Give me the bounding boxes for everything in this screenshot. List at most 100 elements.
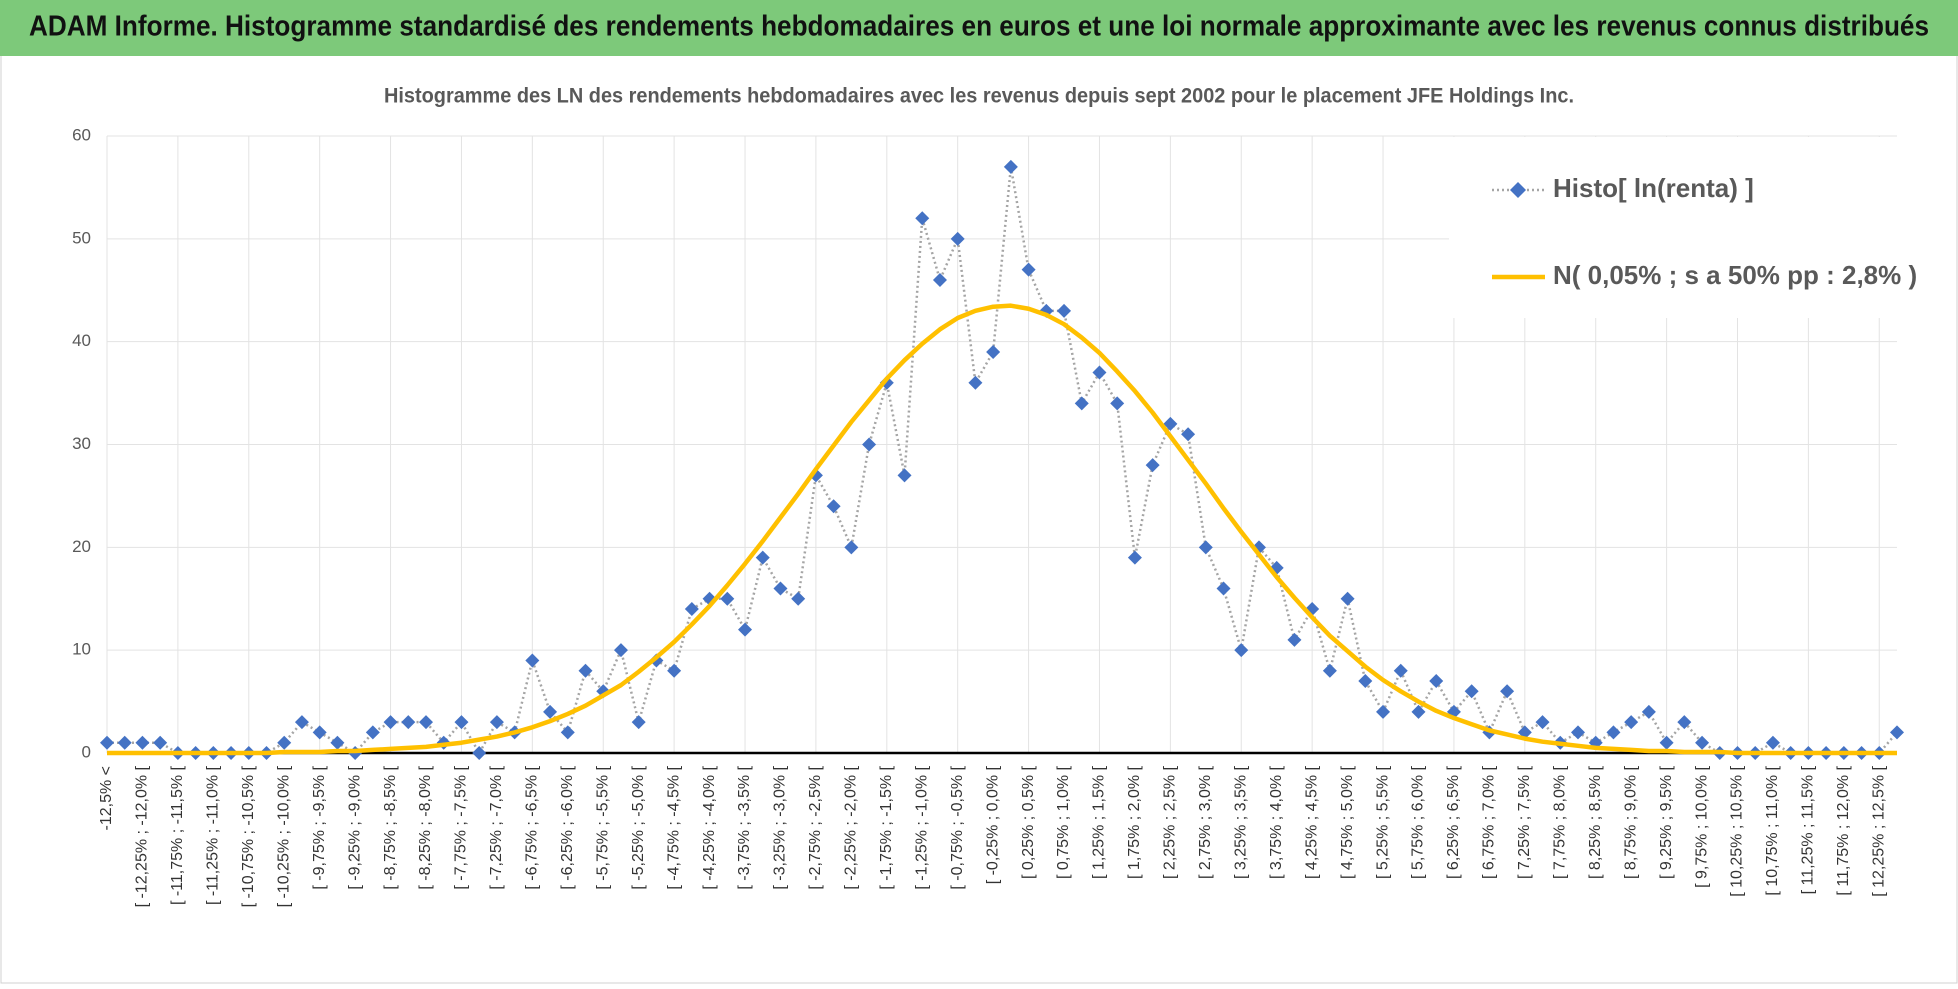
x-tick-label: [ -7,25% ; -7,0% [ — [488, 765, 505, 889]
y-tick-label: 50 — [72, 228, 91, 247]
data-point — [1145, 458, 1160, 473]
x-tick-label: [ -10,25% ; -10,0% [ — [275, 765, 292, 907]
data-point — [1659, 735, 1674, 750]
data-point — [667, 663, 682, 678]
data-point — [153, 735, 168, 750]
x-tick-label: [ -0,25% ; 0,0% [ — [984, 765, 1001, 884]
x-tick-label: [ 2,25% ; 2,5% [ — [1162, 765, 1179, 879]
data-point — [1641, 704, 1656, 719]
data-point — [826, 499, 841, 514]
y-tick-label: 20 — [72, 537, 91, 556]
data-point — [1198, 540, 1213, 555]
x-tick-label: [ -9,75% ; -9,5% [ — [311, 765, 328, 889]
data-point — [135, 735, 150, 750]
data-point — [560, 725, 575, 740]
data-point — [401, 715, 416, 730]
x-tick-label: [ 11,25% ; 11,5% [ — [1800, 765, 1817, 894]
data-point — [1092, 365, 1107, 380]
data-point — [1500, 684, 1515, 699]
data-point — [738, 622, 753, 637]
x-tick-label: [ -12,25% ; -12,0% [ — [134, 765, 151, 907]
x-tick-label: [ -0,75% ; -0,5% [ — [949, 765, 966, 889]
x-tick-label: [ -5,25% ; -5,0% [ — [630, 765, 647, 889]
legend-marker — [1510, 182, 1526, 198]
data-point — [1606, 725, 1621, 740]
x-tick-label: [ -8,75% ; -8,5% [ — [382, 765, 399, 889]
data-point — [543, 704, 558, 719]
data-point — [1127, 550, 1142, 565]
data-point — [1376, 704, 1391, 719]
data-point — [1765, 735, 1780, 750]
x-tick-label: [ 6,25% ; 6,5% [ — [1445, 765, 1462, 879]
data-point — [915, 211, 930, 226]
data-point — [472, 746, 487, 760]
x-tick-label: [ -3,25% ; -3,0% [ — [772, 765, 789, 889]
data-point — [986, 344, 1001, 359]
x-tick-label: [ 9,75% ; 10,0% [ — [1693, 765, 1710, 887]
legend-label: N( 0,05% ; s a 50% pp : 2,8% ) — [1553, 260, 1917, 290]
x-tick-label: [ -2,25% ; -2,0% [ — [843, 765, 860, 889]
x-tick-label: [ -11,25% ; -11,0% [ — [205, 765, 222, 905]
data-point — [1181, 427, 1196, 442]
data-point — [720, 591, 735, 606]
x-tick-label: [ -10,75% ; -10,5% [ — [240, 765, 257, 907]
header-bar — [0, 0, 1958, 56]
x-tick-label: [ 4,75% ; 5,0% [ — [1339, 765, 1356, 879]
header-title: ADAM Informe. Histogramme standardisé de… — [29, 11, 1929, 43]
x-tick-label: [ -6,75% ; -6,5% [ — [524, 765, 541, 889]
data-point — [950, 231, 965, 246]
data-point — [330, 735, 345, 750]
y-tick-label: 0 — [82, 742, 91, 761]
x-tick-label: [ 3,25% ; 3,5% [ — [1232, 765, 1249, 879]
x-tick-label: [ 7,25% ; 7,5% [ — [1516, 765, 1533, 879]
x-tick-label: [ 3,75% ; 4,0% [ — [1268, 765, 1285, 879]
data-point — [1216, 581, 1231, 596]
x-tick-label: [ 6,75% ; 7,0% [ — [1481, 765, 1498, 879]
data-point — [1074, 396, 1089, 411]
data-point — [1110, 396, 1125, 411]
x-tick-label: [ -5,75% ; -5,5% [ — [594, 765, 611, 889]
x-tick-label: [ 1,25% ; 1,5% [ — [1091, 765, 1108, 879]
x-tick-label: [ 1,75% ; 2,0% [ — [1126, 765, 1143, 879]
x-tick-label: [ -2,75% ; -2,5% [ — [807, 765, 824, 889]
x-tick-label: [ 9,25% ; 9,5% [ — [1658, 765, 1675, 879]
data-point — [100, 735, 114, 750]
x-tick-label: [ 4,25% ; 4,5% [ — [1303, 765, 1320, 879]
data-point — [525, 653, 540, 668]
data-point — [277, 735, 292, 750]
data-point — [1358, 674, 1373, 689]
data-point — [1570, 725, 1585, 740]
x-tick-label: [ -8,25% ; -8,0% [ — [417, 765, 434, 889]
x-tick-label: -12,5% < — [98, 766, 115, 830]
legend-box — [1449, 137, 1897, 318]
data-point — [897, 468, 912, 483]
data-point — [968, 375, 983, 390]
data-point — [1411, 704, 1426, 719]
data-point — [1429, 674, 1444, 689]
x-tick-label: [ -9,25% ; -9,0% [ — [346, 765, 363, 889]
data-point — [684, 602, 699, 617]
x-tick-label: [ -3,75% ; -3,5% [ — [736, 765, 753, 889]
data-point — [631, 715, 646, 730]
y-tick-label: 30 — [72, 434, 91, 453]
data-point — [932, 272, 947, 287]
chart-title: Histogramme des LN des rendements hebdom… — [384, 85, 1574, 108]
x-tick-label: [ -1,25% ; -1,0% [ — [913, 765, 930, 889]
data-point — [454, 715, 469, 730]
data-point — [862, 437, 877, 452]
data-point — [1163, 416, 1178, 431]
x-tick-label: [ 5,75% ; 6,0% [ — [1410, 765, 1427, 879]
data-point — [1322, 663, 1337, 678]
x-tick-label: [ 5,25% ; 5,5% [ — [1374, 765, 1391, 879]
data-point — [1057, 303, 1072, 318]
x-tick-label: [ 11,75% ; 12,0% [ — [1835, 765, 1852, 895]
x-tick-label: [ 0,25% ; 0,5% [ — [1020, 765, 1037, 879]
data-point — [1464, 684, 1479, 699]
x-tick-label: [ 7,75% ; 8,0% [ — [1551, 765, 1568, 879]
data-point — [489, 715, 504, 730]
x-tick-label: [ 2,75% ; 3,0% [ — [1197, 765, 1214, 879]
data-point — [791, 591, 806, 606]
data-point — [844, 540, 859, 555]
data-point — [1393, 663, 1408, 678]
